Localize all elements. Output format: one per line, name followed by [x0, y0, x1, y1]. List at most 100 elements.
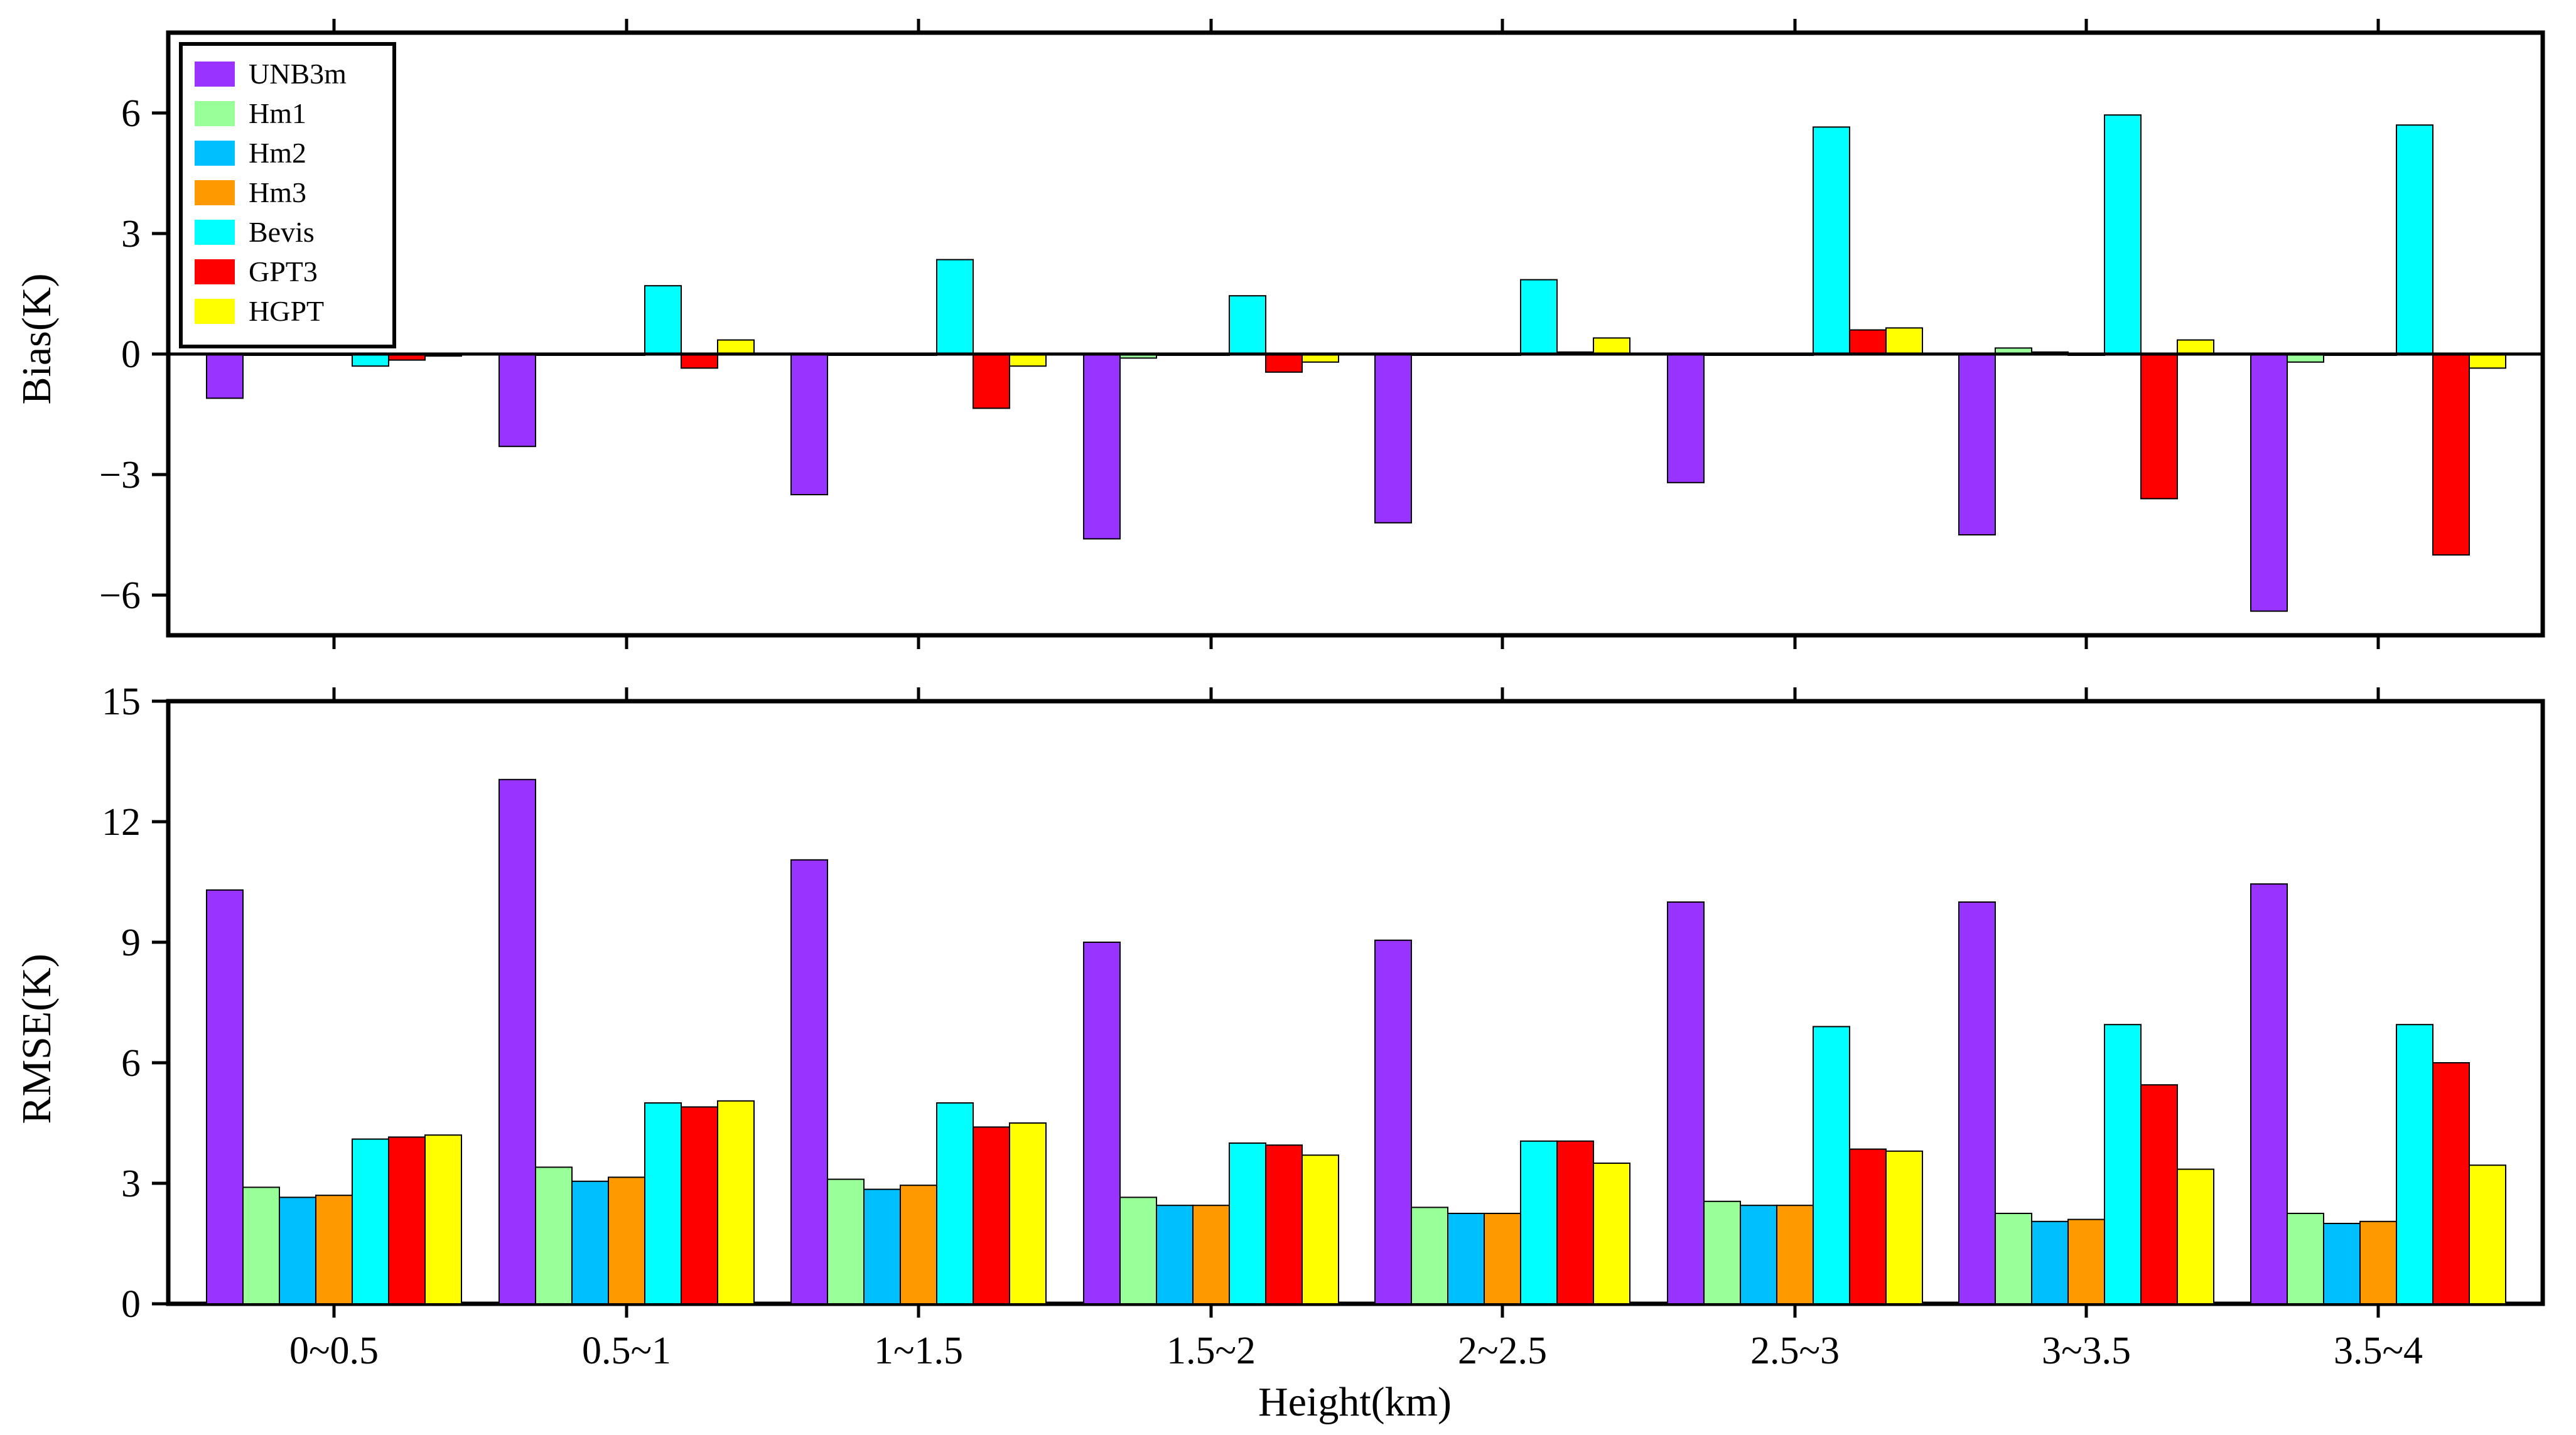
bias-bar-bevis-0 [352, 353, 389, 367]
legend: UNB3m Hm1 Hm2 Hm3 Bevis GPT3 HGPT [179, 42, 396, 348]
rmse-bar-hm1-7 [2287, 1213, 2324, 1304]
legend-swatch-bevis [195, 220, 235, 245]
bias-bar-hgpt-1 [717, 339, 755, 355]
rmse-bar-unb3m-1 [498, 778, 536, 1305]
rmse-bar-unb3m-4 [1374, 939, 1412, 1305]
rmse-bar-unb3m-5 [1667, 901, 1705, 1304]
rmse-bar-hm3-7 [2359, 1220, 2397, 1305]
bias-bar-bevis-2 [936, 259, 974, 355]
rmse-x-tick-label-2: 1~1.5 [874, 1330, 963, 1372]
rmse-bar-hgpt-3 [1301, 1154, 1339, 1304]
rmse-bar-hm1-3 [1119, 1196, 1157, 1305]
rmse-bar-hm1-6 [1995, 1213, 2032, 1304]
bias-bar-gpt3-6 [2140, 353, 2178, 500]
bias-bar-gpt3-5 [1849, 329, 1887, 355]
rmse-bar-hgpt-0 [424, 1134, 462, 1304]
rmse-bar-hm2-7 [2323, 1223, 2361, 1304]
rmse-x-tick-label-1: 0.5~1 [582, 1330, 671, 1372]
rmse-bar-gpt3-3 [1265, 1144, 1303, 1304]
rmse-bar-hm3-6 [2067, 1218, 2105, 1304]
rmse-bar-unb3m-7 [2250, 883, 2288, 1304]
rmse-y-tick-label-0: 0 [121, 1283, 141, 1326]
bias-bar-unb3m-7 [2250, 353, 2288, 612]
rmse-bar-hm2-5 [1740, 1205, 1777, 1304]
bias-bar-unb3m-1 [498, 353, 536, 448]
legend-label-unb3m: UNB3m [249, 58, 347, 90]
bias-bar-bevis-6 [2104, 114, 2142, 355]
rmse-bar-bevis-1 [644, 1102, 682, 1304]
rmse-x-tick-label-6: 3~3.5 [2042, 1330, 2131, 1372]
rmse-bar-hm1-5 [1703, 1200, 1741, 1305]
rmse-bar-unb3m-0 [206, 889, 244, 1305]
bias-y-tick-label-1: −3 [99, 454, 141, 497]
bias-bar-unb3m-6 [1958, 353, 1996, 535]
legend-swatch-gpt3 [195, 259, 235, 284]
bias-bar-bevis-5 [1813, 126, 1850, 355]
rmse-bar-gpt3-2 [973, 1126, 1010, 1305]
bias-bar-gpt3-2 [973, 353, 1010, 409]
legend-label-gpt3: GPT3 [249, 255, 318, 288]
rmse-bar-hgpt-5 [1885, 1150, 1923, 1305]
rmse-x-tick-label-0: 0~0.5 [289, 1330, 379, 1372]
rmse-bar-bevis-3 [1229, 1142, 1266, 1304]
rmse-panel: 0 3 6 9 12 15 0~0.5 0.5~1 1~1.5 1.5~2 2~2.5 2.5~3 3~… [102, 680, 2545, 1372]
rmse-y-tick-label-4: 12 [102, 801, 141, 844]
rmse-bar-bevis-6 [2104, 1024, 2142, 1304]
rmse-plot-frame [166, 699, 2545, 1306]
rmse-bar-gpt3-6 [2140, 1084, 2178, 1304]
rmse-bar-hgpt-2 [1009, 1122, 1047, 1304]
bias-y-tick-label-4: 6 [121, 92, 141, 135]
bias-panel: −6 −3 0 3 6 [99, 19, 2545, 649]
bias-bar-unb3m-5 [1667, 353, 1705, 483]
bias-bar-unb3m-3 [1083, 353, 1121, 540]
legend-swatch-hm3 [195, 180, 235, 205]
legend-label-hm3: Hm3 [249, 176, 306, 208]
bias-y-axis-label: Bias(K) [14, 274, 60, 405]
rmse-bar-unb3m-6 [1958, 901, 1996, 1304]
bias-plot-frame [166, 30, 2545, 638]
bias-bar-gpt3-7 [2432, 353, 2470, 556]
legend-label-hm1: Hm1 [249, 97, 306, 129]
bias-bar-bevis-3 [1229, 295, 1266, 355]
bias-bar-hgpt-7 [2469, 353, 2506, 369]
legend-swatch-hgpt [195, 299, 235, 324]
rmse-y-tick-label-3: 9 [121, 922, 141, 964]
rmse-bar-hm2-4 [1447, 1213, 1485, 1304]
rmse-bar-gpt3-4 [1556, 1140, 1594, 1305]
bias-bar-unb3m-4 [1374, 353, 1412, 524]
bias-bar-hgpt-6 [2177, 339, 2214, 355]
rmse-bar-gpt3-0 [388, 1136, 426, 1305]
bias-bar-bevis-4 [1520, 279, 1558, 355]
rmse-bar-hm3-4 [1484, 1213, 1521, 1304]
rmse-bar-bevis-7 [2396, 1024, 2433, 1304]
bias-y-tick-label-0: −6 [99, 574, 141, 617]
rmse-bar-hm3-5 [1776, 1205, 1814, 1304]
rmse-bar-hm1-1 [535, 1166, 573, 1305]
rmse-bar-hm1-4 [1411, 1207, 1448, 1305]
rmse-bar-bevis-2 [936, 1102, 974, 1304]
rmse-bar-hm3-3 [1192, 1205, 1230, 1304]
bias-bar-gpt3-1 [681, 353, 718, 369]
rmse-bar-unb3m-2 [790, 859, 828, 1305]
rmse-bar-hm1-2 [827, 1178, 865, 1304]
rmse-bar-hgpt-1 [717, 1100, 755, 1305]
rmse-x-tick-label-4: 2~2.5 [1458, 1330, 1547, 1372]
rmse-y-tick-label-5: 15 [102, 680, 141, 723]
rmse-bar-gpt3-7 [2432, 1062, 2470, 1304]
bias-bar-hgpt-4 [1593, 337, 1630, 355]
bias-bar-hgpt-2 [1009, 353, 1047, 367]
x-axis-label: Height(km) [1258, 1379, 1452, 1425]
rmse-bar-hm2-2 [863, 1188, 901, 1304]
bias-bar-bevis-1 [644, 285, 682, 355]
rmse-bar-hm1-0 [242, 1186, 280, 1305]
rmse-bar-bevis-4 [1520, 1140, 1558, 1305]
bias-y-tick-label-2: 0 [121, 333, 141, 376]
bias-bar-bevis-7 [2396, 124, 2433, 355]
rmse-y-tick-label-2: 6 [121, 1042, 141, 1085]
rmse-bar-gpt3-5 [1849, 1148, 1887, 1304]
legend-swatch-hm2 [195, 141, 235, 166]
bias-bar-hgpt-5 [1885, 327, 1923, 355]
bias-y-tick-label-3: 3 [121, 213, 141, 255]
legend-swatch-unb3m [195, 62, 235, 87]
